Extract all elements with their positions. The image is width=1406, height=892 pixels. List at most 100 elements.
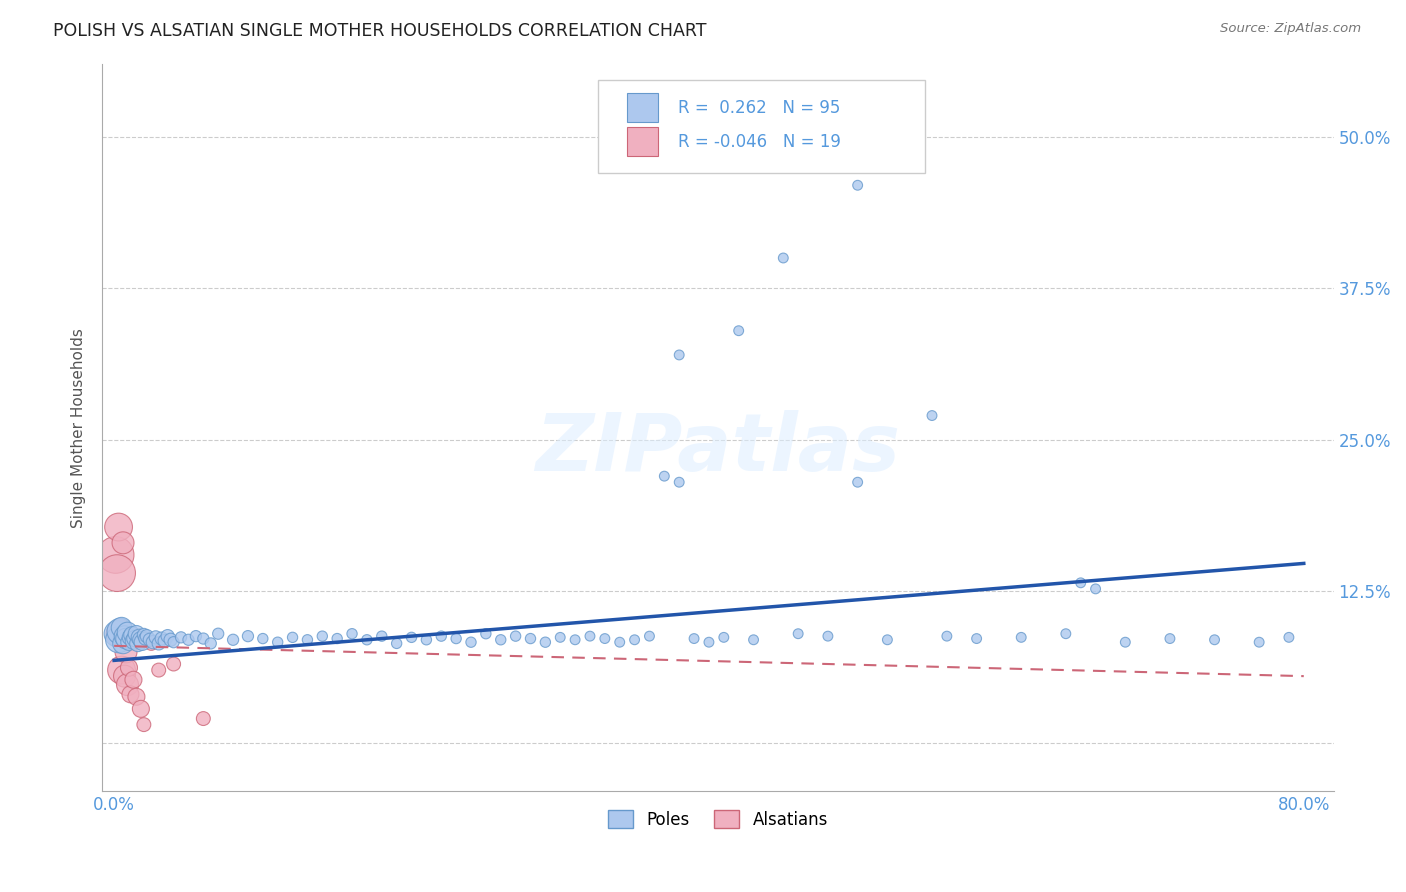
Point xyxy=(281,631,304,645)
Point xyxy=(1159,632,1181,646)
Point xyxy=(415,632,437,647)
Point xyxy=(121,628,143,642)
Point xyxy=(876,632,898,647)
Point xyxy=(385,636,408,650)
Point xyxy=(105,626,128,640)
Point xyxy=(668,475,690,490)
Point xyxy=(593,632,616,646)
Point xyxy=(162,635,184,649)
Point xyxy=(475,626,498,640)
Point xyxy=(1070,575,1092,590)
Point xyxy=(128,631,150,645)
Point xyxy=(683,632,706,646)
Point xyxy=(1054,626,1077,640)
Point xyxy=(107,520,129,534)
Point xyxy=(110,621,132,635)
Point xyxy=(727,324,749,338)
Point xyxy=(772,251,794,265)
Point xyxy=(697,635,720,649)
Point xyxy=(118,660,141,674)
Point xyxy=(609,635,631,649)
Point xyxy=(430,629,453,643)
Point xyxy=(122,634,145,648)
Text: Source: ZipAtlas.com: Source: ZipAtlas.com xyxy=(1220,22,1361,36)
Point xyxy=(846,475,869,490)
Text: ZIPatlas: ZIPatlas xyxy=(536,410,900,489)
Point xyxy=(652,469,675,483)
Point xyxy=(141,636,163,650)
Point xyxy=(105,566,128,581)
Point xyxy=(193,712,215,726)
Point xyxy=(142,635,165,649)
Point xyxy=(713,631,735,645)
Point xyxy=(134,632,156,646)
Point xyxy=(127,636,149,650)
Point xyxy=(139,632,162,647)
Point xyxy=(108,626,131,640)
FancyBboxPatch shape xyxy=(599,80,925,173)
Point xyxy=(444,632,467,646)
Point xyxy=(252,632,274,646)
Point xyxy=(966,632,988,646)
Point xyxy=(120,631,142,645)
Point xyxy=(150,632,173,646)
Point xyxy=(129,632,152,647)
Point xyxy=(125,626,148,640)
Point xyxy=(153,634,176,648)
Point xyxy=(115,645,138,659)
Point xyxy=(548,631,571,645)
Point xyxy=(371,629,394,643)
Point xyxy=(579,629,602,643)
Bar xyxy=(627,93,658,122)
Point xyxy=(200,636,222,650)
Point xyxy=(638,629,661,643)
Point xyxy=(787,626,810,640)
Point xyxy=(108,624,131,639)
Point xyxy=(120,687,142,701)
Point xyxy=(267,635,290,649)
Point xyxy=(118,635,141,649)
Point xyxy=(668,348,690,362)
Point xyxy=(159,632,181,647)
Legend: Poles, Alsatians: Poles, Alsatians xyxy=(600,804,835,835)
Point xyxy=(311,629,333,643)
Point xyxy=(236,629,259,643)
Point xyxy=(921,409,943,423)
Point xyxy=(162,657,184,671)
Point xyxy=(519,632,541,646)
Point xyxy=(207,626,229,640)
Point xyxy=(460,635,482,649)
Point xyxy=(340,626,363,640)
Point xyxy=(356,632,378,647)
Point xyxy=(104,548,127,562)
Point xyxy=(122,673,145,687)
Point xyxy=(107,632,129,647)
Point xyxy=(110,663,132,677)
Point xyxy=(1204,632,1226,647)
Point xyxy=(112,536,135,550)
Point xyxy=(505,629,527,643)
Point xyxy=(1249,635,1271,649)
Point xyxy=(131,635,153,649)
Point xyxy=(935,629,957,643)
Point xyxy=(489,632,512,647)
Point xyxy=(124,632,146,646)
Point xyxy=(129,702,152,716)
Point xyxy=(148,663,170,677)
Bar xyxy=(627,128,658,156)
Point xyxy=(1114,635,1136,649)
Point xyxy=(326,632,349,646)
Point xyxy=(846,178,869,193)
Point xyxy=(117,678,139,692)
Point xyxy=(1278,631,1301,645)
Point xyxy=(114,629,136,643)
Y-axis label: Single Mother Households: Single Mother Households xyxy=(72,327,86,527)
Point xyxy=(170,631,193,645)
Point xyxy=(222,632,245,647)
Point xyxy=(132,628,155,642)
Point xyxy=(132,717,155,731)
Point xyxy=(114,669,136,683)
Point xyxy=(135,629,157,643)
Point xyxy=(125,690,148,704)
Point xyxy=(148,636,170,650)
